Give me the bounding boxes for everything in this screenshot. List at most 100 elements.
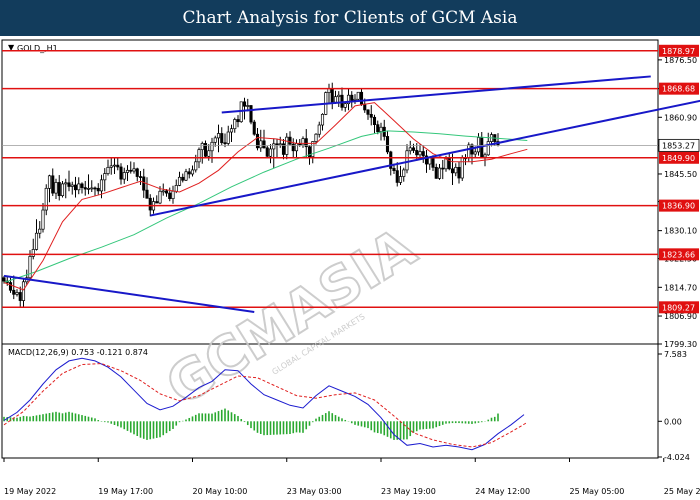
candle-bear: [363, 103, 367, 111]
candle-bear: [145, 189, 149, 199]
macd-axis-ticks: 7.583 0.00 -4.024: [658, 350, 690, 462]
candle-bull: [31, 249, 35, 257]
candle-bull: [99, 179, 104, 192]
candle-bear: [51, 175, 55, 194]
candle-bull: [70, 184, 74, 187]
candle-bull: [259, 140, 263, 149]
candle-bull: [229, 128, 234, 133]
level-tag: [659, 248, 699, 261]
candle-bull: [428, 157, 432, 165]
candle-bull: [272, 143, 276, 150]
level-tag: [659, 199, 699, 212]
level-tag: [659, 151, 699, 164]
candle-bull: [278, 143, 282, 146]
candle-bull: [158, 190, 162, 204]
candle-bear: [255, 133, 260, 149]
candle-bull: [483, 154, 487, 158]
candle-bear: [119, 166, 123, 180]
candle-bear: [431, 157, 435, 168]
level-tag: [659, 82, 699, 95]
price-tick-label: 1814.70: [664, 283, 697, 292]
level-label: 1868.68: [662, 85, 695, 94]
time-tick-label: 23 May 19:00: [381, 487, 436, 496]
candle-bear: [67, 182, 71, 187]
support-resistance-levels: 1878.97 1868.68 1849.90 1836.90 1823.66 1809.…: [2, 44, 699, 314]
candle-bear: [236, 119, 240, 123]
current-price-marker: 1853.27: [2, 138, 700, 152]
candle-bear: [187, 171, 191, 175]
candle-bear: [96, 187, 100, 192]
candle-bear: [291, 143, 295, 152]
current-price-tag: [658, 138, 700, 152]
candle-bull: [122, 172, 126, 180]
candle-bull: [213, 137, 217, 143]
candle-bear: [281, 143, 286, 155]
candle-bull: [343, 103, 347, 108]
candle-bear: [262, 140, 266, 149]
macd-tick-label: 7.583: [664, 350, 687, 359]
candle-bear: [366, 109, 370, 115]
candle-bull: [21, 281, 26, 301]
candle-bull: [90, 187, 94, 190]
candle-bear: [2, 277, 6, 282]
candle-bull: [112, 164, 117, 167]
candle-bull: [314, 133, 318, 142]
candle-bull: [216, 133, 221, 139]
candle-bear: [164, 190, 169, 194]
candle-bear: [304, 138, 308, 148]
time-tick-label: 25 May 22:01: [664, 487, 700, 496]
candle-bear: [181, 176, 185, 181]
time-tick-label: 20 May 10:00: [193, 487, 248, 496]
trendline: [3, 274, 255, 313]
level-label: 1836.90: [662, 202, 695, 211]
candle-bull: [190, 169, 195, 175]
candle-bear: [220, 133, 224, 144]
candle-bull: [171, 190, 175, 199]
candle-bear: [142, 176, 146, 191]
macd-signal-line: [3, 363, 528, 448]
candle-bear: [57, 182, 61, 197]
candle-bear: [450, 168, 455, 174]
candle-bear: [369, 113, 373, 118]
level-label: 1823.66: [662, 250, 695, 259]
price-tick-label: 1845.50: [664, 170, 697, 179]
candle-bull: [379, 126, 383, 132]
candle-bear: [385, 136, 390, 153]
candle-bull: [15, 292, 19, 295]
candle-bull: [317, 124, 321, 135]
candle-bear: [168, 192, 172, 199]
macd-histogram: [3, 408, 499, 440]
candle-bull: [444, 158, 448, 170]
macd-line: [3, 357, 525, 451]
candle-bear: [372, 116, 377, 125]
candle-bull: [64, 182, 68, 185]
candle-bear: [424, 155, 429, 165]
candle-bull: [337, 94, 341, 98]
candle-bull: [86, 187, 91, 190]
candle-bear: [434, 166, 438, 179]
candle-bear: [73, 184, 78, 191]
level-tag: [659, 301, 699, 314]
candle-bull: [356, 91, 360, 100]
candle-bear: [148, 197, 152, 211]
time-tick-label: 23 May 03:00: [287, 487, 342, 496]
candle-bear: [242, 101, 247, 107]
candle-bear: [330, 88, 334, 103]
candle-bull: [47, 175, 52, 189]
candle-bear: [307, 146, 312, 158]
candle-bear: [129, 169, 133, 172]
candle-bear: [395, 170, 399, 183]
level-tag: [659, 44, 699, 57]
candle-bear: [411, 147, 416, 151]
candle-bull: [460, 157, 464, 179]
candle-bull: [38, 228, 42, 234]
candle-bear: [415, 150, 419, 156]
trendlines: [3, 75, 700, 313]
candle-bear: [138, 176, 143, 178]
candle-bull: [285, 136, 289, 155]
candle-bear: [155, 201, 159, 204]
macd-label: MACD(12,26,9) 0.753 -0.121 0.874: [8, 348, 148, 357]
candle-bull: [34, 232, 39, 250]
candle-bull: [184, 171, 188, 181]
candle-bull: [268, 148, 273, 157]
